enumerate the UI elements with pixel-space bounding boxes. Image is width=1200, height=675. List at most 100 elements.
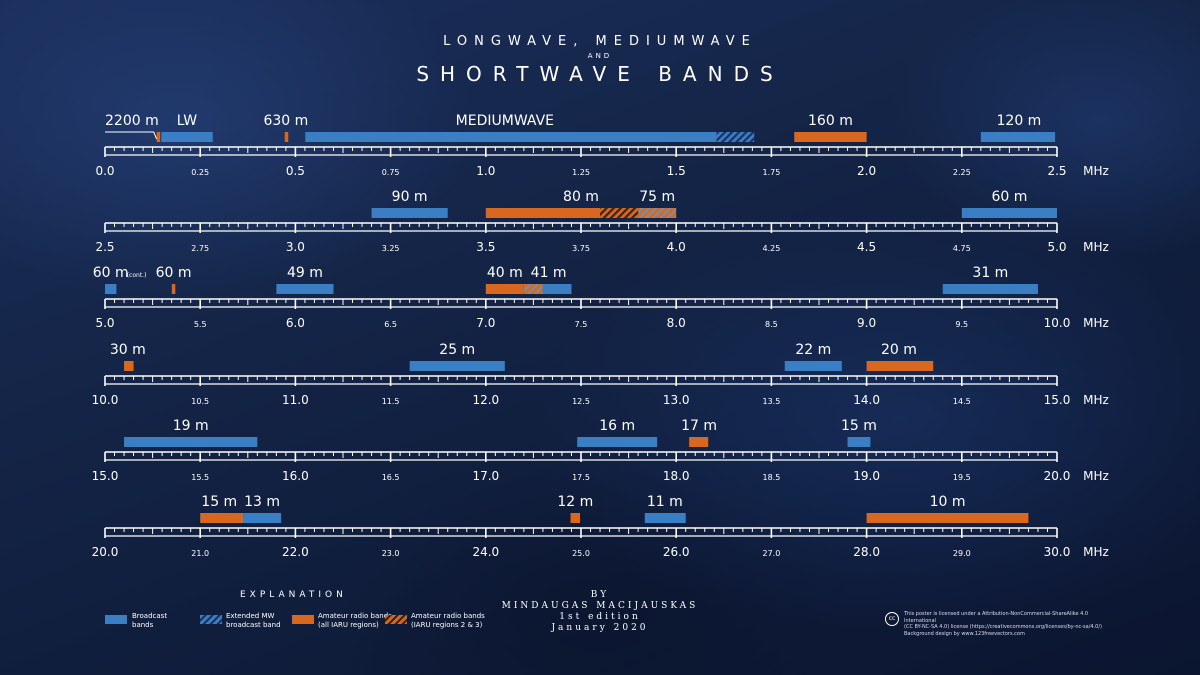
tick-label: 30.0 — [1044, 545, 1071, 559]
band-bar — [638, 208, 677, 218]
tick-label: 18.5 — [762, 473, 780, 482]
tick-label: 2.5 — [1047, 164, 1066, 178]
tick-label: 9.5 — [955, 320, 968, 329]
legend-label: Broadcast — [132, 612, 168, 620]
tick-label: 14.5 — [953, 397, 971, 406]
legend-label: broadcast band — [226, 621, 281, 629]
band-label: 31 m — [972, 265, 1008, 281]
unit-label: MHz — [1083, 469, 1109, 483]
tick-label: 3.0 — [286, 240, 305, 254]
license-line: This poster is licensed under a Attribut… — [904, 611, 1089, 624]
unit-label: MHz — [1083, 240, 1109, 254]
tick-label: 20.0 — [1044, 469, 1071, 483]
band-bar — [371, 208, 448, 218]
band-bar — [284, 132, 289, 142]
tick-label: 2.25 — [953, 168, 971, 177]
band-bar — [689, 437, 709, 447]
legend-label: (IARU regions 2 & 3) — [411, 621, 483, 629]
legend-heading: EXPLANATION — [240, 590, 347, 600]
band-bar — [171, 284, 176, 294]
legend-swatch-amateur-r23 — [385, 615, 407, 624]
band-label: 19 m — [173, 418, 209, 434]
tick-label: 15.0 — [1044, 393, 1071, 407]
tick-label: 21.0 — [191, 549, 209, 558]
tick-label: 7.0 — [476, 316, 495, 330]
band-label: 630 m — [263, 113, 308, 129]
band-label: 160 m — [808, 113, 853, 129]
tick-label: 4.75 — [953, 244, 971, 253]
tick-label: 15.0 — [92, 469, 119, 483]
tick-label: 1.25 — [572, 168, 590, 177]
credit: BY MINDAUGAS MACIJAUSKAS 1st edition Jan… — [500, 590, 700, 634]
band-bar — [156, 132, 161, 142]
band-label: 13 m — [244, 494, 280, 510]
unit-label: MHz — [1083, 316, 1109, 330]
tick-label: 4.0 — [667, 240, 686, 254]
band-bar — [716, 132, 755, 142]
tick-label: 14.0 — [853, 393, 880, 407]
band-label: 80 m — [563, 189, 599, 205]
legend-label: Extended MW — [226, 612, 275, 620]
tick-label: 8.0 — [667, 316, 686, 330]
cc-license-icon: cc — [885, 612, 899, 626]
band-bar — [523, 284, 543, 294]
band-bar — [105, 284, 117, 294]
tick-label: 25.0 — [572, 549, 590, 558]
band-bar — [161, 132, 213, 142]
band-label: 15 m — [201, 494, 237, 510]
tick-label: 0.0 — [95, 164, 114, 178]
band-bar — [124, 437, 258, 447]
band-bar — [485, 208, 601, 218]
credit-author: MINDAUGAS MACIJAUSKAS — [501, 601, 699, 611]
band-label: 40 m — [487, 265, 523, 281]
tick-label: 1.5 — [667, 164, 686, 178]
band-label: 20 m — [881, 342, 917, 358]
tick-label: 29.0 — [953, 549, 971, 558]
legend-label: Amateur radio bands — [318, 612, 392, 620]
band-bar — [577, 437, 658, 447]
band-label: 11 m — [647, 494, 683, 510]
legend-swatch-extended-mw — [200, 615, 222, 624]
tick-label: 11.5 — [382, 397, 400, 406]
credit-edition: 1st edition — [559, 612, 641, 622]
legend-item-amateur: Amateur radio bands (all IARU regions) — [318, 612, 392, 630]
band-label: LW — [177, 113, 198, 129]
band-label: 60 m — [991, 189, 1027, 205]
tick-label: 3.5 — [476, 240, 495, 254]
band-bar — [600, 208, 639, 218]
tick-label: 13.5 — [762, 397, 780, 406]
leader-line — [105, 131, 158, 140]
tick-label: 20.0 — [92, 545, 119, 559]
band-bar — [305, 132, 717, 142]
license-line: Background design by www.123freevectors.… — [904, 630, 1025, 637]
tick-label: 9.0 — [857, 316, 876, 330]
band-label: 41 m — [531, 265, 567, 281]
tick-label: 6.5 — [384, 320, 397, 329]
tick-label: 4.25 — [762, 244, 780, 253]
tick-label: 0.25 — [191, 168, 209, 177]
tick-label: 0.5 — [286, 164, 305, 178]
credit-date: January 2020 — [551, 623, 649, 633]
band-label: 60 m — [156, 265, 192, 281]
band-bar — [980, 132, 1056, 142]
band-label: MEDIUMWAVE — [456, 113, 554, 129]
tick-label: 2.0 — [857, 164, 876, 178]
tick-label: 23.0 — [382, 549, 400, 558]
tick-label: 3.25 — [382, 244, 400, 253]
tick-label: 17.0 — [472, 469, 499, 483]
band-label: 120 m — [997, 113, 1042, 129]
band-bar — [847, 437, 871, 447]
credit-by: BY — [590, 590, 610, 600]
band-chart: 0.0 0.25 0.5 0.75 1.0 1.25 1.5 1.75 2.0 2.25 2.5 MH… — [92, 113, 1109, 559]
tick-label: 11.0 — [282, 393, 309, 407]
tick-label: 12.0 — [472, 393, 499, 407]
band-bar — [961, 208, 1057, 218]
tick-label: 17.5 — [572, 473, 590, 482]
tick-label: 27.0 — [762, 549, 780, 558]
tick-label: 5.0 — [95, 316, 114, 330]
tick-label: 2.5 — [95, 240, 114, 254]
tick-label: 3.75 — [572, 244, 590, 253]
legend-swatch-broadcast — [105, 615, 127, 624]
legend-item-amateur-r23: Amateur radio bands (IARU regions 2 & 3) — [411, 612, 485, 630]
legend-item-broadcast: Broadcast bands — [132, 612, 167, 630]
